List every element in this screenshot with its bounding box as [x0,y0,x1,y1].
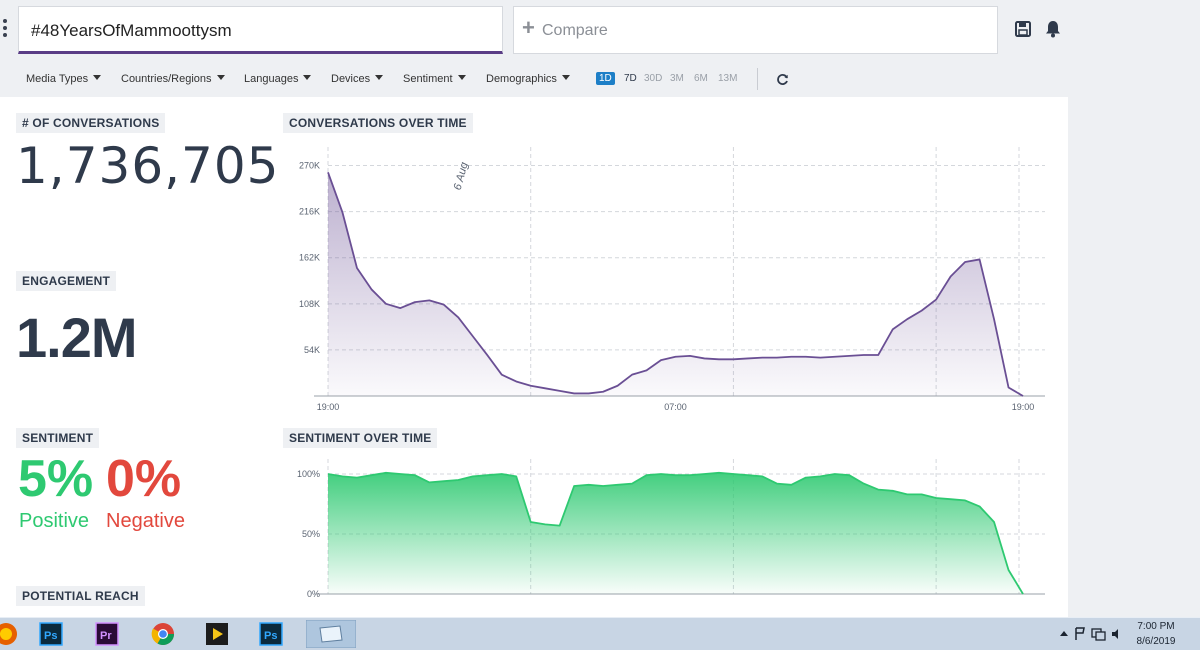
filter-languages[interactable]: Languages [244,73,312,85]
caret-down-icon [375,75,384,80]
range-1d[interactable]: 1D [596,72,615,85]
more-menu-icon[interactable] [2,19,10,41]
sentiment-label: SENTIMENT [16,428,100,448]
reach-label: POTENTIAL REACH [16,586,145,606]
y-tick-label: 50% [302,529,320,539]
clock-date[interactable]: 8/6/2019 [1136,636,1176,647]
negative-label: Negative [106,510,185,532]
svg-text:Ps: Ps [44,630,57,642]
y-tick-label: 100% [297,469,320,479]
svg-text:Ps: Ps [264,630,277,642]
range-7d[interactable]: 7D [624,73,637,84]
media-player-icon[interactable] [202,620,232,648]
date-annotation: 6 Aug [452,160,471,191]
filter-label: Demographics [486,73,557,85]
y-tick-label: 54K [304,345,320,355]
series-line [327,172,1024,397]
conversations-value: 1,736,705 [16,137,280,195]
filter-label: Languages [244,73,299,85]
y-tick-label: 108K [299,299,320,309]
search-bar: #48YearsOfMammoottysm + Compare [0,0,1200,60]
y-tick-label: 216K [299,207,320,217]
caret-down-icon [457,75,466,80]
svg-text:Pr: Pr [100,630,112,642]
y-tick-label: 0% [307,589,320,599]
series-line [327,471,1024,595]
notes-icon[interactable] [306,620,356,648]
x-tick-label: 19:00 [317,402,340,412]
conversations-label: # OF CONVERSATIONS [16,113,166,133]
series-area [328,172,1023,396]
positive-value: 5% [18,450,94,508]
dashboard-panel: # OF CONVERSATIONS 1,736,705 ENGAGEMENT … [0,97,1068,617]
positive-label: Positive [19,510,90,532]
query-input[interactable]: #48YearsOfMammoottysm [18,6,503,54]
caret-down-icon [561,75,570,80]
bell-icon[interactable] [1045,20,1061,38]
query-text: #48YearsOfMammoottysm [31,21,232,40]
photoshop-icon[interactable]: Ps [256,620,286,648]
range-3m[interactable]: 3M [670,73,684,84]
filter-devices[interactable]: Devices [331,73,384,85]
filter-sentiment[interactable]: Sentiment [403,73,466,85]
filter-bar: Media Types Countries/Regions Languages … [0,64,1200,96]
conversations-chart-title: CONVERSATIONS OVER TIME [283,113,473,133]
photoshop-icon[interactable]: Ps [36,620,66,648]
save-icon[interactable] [1015,21,1031,37]
filter-label: Countries/Regions [121,73,212,85]
clock-time[interactable]: 7:00 PM [1137,621,1175,632]
firefox-icon[interactable] [0,620,22,648]
range-6m[interactable]: 6M [694,73,708,84]
caret-down-icon [93,75,102,80]
x-tick-label: 19:00 [1012,402,1035,412]
compare-input[interactable]: + Compare [513,6,998,54]
y-tick-label: 162K [299,253,320,263]
sentiment-chart-title: SENTIMENT OVER TIME [283,428,438,448]
filter-label: Sentiment [403,73,453,85]
divider [757,68,758,90]
refresh-icon[interactable] [776,73,789,86]
sentiment-area-chart: 0% 50% 100% [297,457,1045,599]
caret-down-icon [303,75,312,80]
engagement-value: 1.2M [16,306,137,369]
premiere-icon[interactable]: Pr [92,620,122,648]
caret-down-icon [216,75,225,80]
range-30d[interactable]: 30D [644,73,663,84]
chrome-icon[interactable] [148,620,178,648]
filter-demographics[interactable]: Demographics [486,73,570,85]
system-tray-icons[interactable] [1056,620,1126,648]
plus-icon: + [522,15,535,40]
filter-media-types[interactable]: Media Types [26,73,102,85]
x-tick-label: 07:00 [664,402,687,412]
y-tick-label: 270K [299,161,320,171]
filter-countries[interactable]: Countries/Regions [121,73,225,85]
series-area [328,472,1023,594]
filter-label: Devices [331,73,371,85]
filter-label: Media Types [26,73,89,85]
taskbar: Ps Pr Ps 7:00 PM 8/6/2019 [0,617,1200,650]
compare-placeholder: Compare [542,22,608,39]
engagement-label: ENGAGEMENT [16,271,117,291]
conversations-area-chart: 54K 108K 162K 216K 270K 19:00 07:00 19:00 6 Aug [299,147,1045,412]
range-13m[interactable]: 13M [718,73,738,84]
negative-value: 0% [106,450,182,508]
